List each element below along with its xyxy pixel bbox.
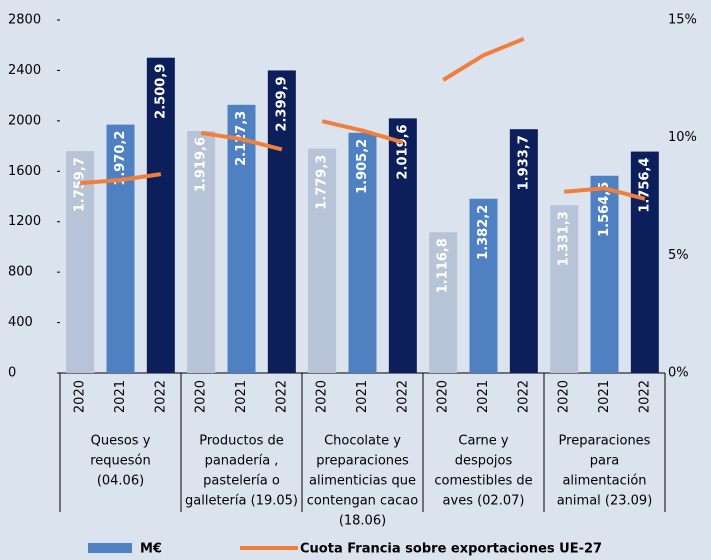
- x-tick-label: 2021: [113, 380, 128, 413]
- share-line: [442, 36, 525, 82]
- category-label: Quesos y: [91, 434, 151, 449]
- x-tick-label: 2020: [315, 380, 330, 413]
- y-tick-label: 1200: [8, 214, 41, 229]
- y-tick-label: 2000: [8, 113, 41, 128]
- share-line: [563, 186, 646, 201]
- data-label: 1.779,3: [315, 155, 330, 210]
- data-label: 2.399,9: [274, 76, 289, 131]
- bar: [106, 124, 135, 373]
- bar: [267, 70, 296, 374]
- x-tick-label: 2020: [557, 380, 572, 413]
- data-label: 1.933,7: [516, 135, 531, 190]
- category-label: requesón: [90, 454, 151, 469]
- bar: [429, 232, 458, 373]
- bar: [348, 132, 377, 373]
- bar: [550, 205, 579, 373]
- x-tick-label: 2021: [355, 380, 370, 413]
- category-label: contengan cacao: [307, 494, 418, 509]
- category-label: panadería ,: [205, 454, 279, 469]
- bar: [308, 148, 337, 373]
- category-label: Preparaciones: [559, 434, 651, 449]
- bar: [146, 57, 175, 373]
- x-tick-label: 2022: [516, 380, 531, 413]
- y-tick-label: 2400: [8, 63, 41, 78]
- x-tick-label: 2021: [476, 380, 491, 413]
- y2-tick-label: 5%: [668, 248, 689, 263]
- share-line: [80, 172, 162, 186]
- y-tick-label: 400: [8, 315, 33, 330]
- bar: [509, 129, 538, 373]
- category-label: galletería (19.05): [185, 494, 298, 509]
- category-label: alimentación: [562, 474, 646, 489]
- x-tick-label: 2022: [637, 380, 652, 413]
- y-tick-label: 2800: [8, 13, 41, 28]
- y-tick-label: 1600: [8, 164, 41, 179]
- category-label: pastelería o: [203, 474, 280, 489]
- data-label: 2.500,9: [153, 64, 168, 119]
- bar: [469, 198, 498, 373]
- x-tick-label: 2022: [153, 380, 168, 413]
- bar: [227, 104, 256, 373]
- legend-label: M€: [140, 542, 162, 557]
- data-label: 1.970,2: [113, 131, 128, 186]
- bar: [630, 151, 659, 373]
- legend-swatch: [88, 543, 132, 553]
- x-tick-label: 2020: [436, 380, 451, 413]
- x-tick-label: 2022: [274, 380, 289, 413]
- x-tick-label: 2020: [194, 380, 209, 413]
- category-label: Carne y: [458, 434, 509, 449]
- bar: [388, 118, 417, 374]
- category-label: aves (02.07): [443, 494, 525, 509]
- bar: [66, 151, 95, 373]
- category-label: animal (23.09): [557, 494, 653, 509]
- category-label: (18.06): [339, 514, 386, 529]
- category-label: preparaciones: [316, 454, 409, 469]
- data-label: 1.331,3: [557, 211, 572, 266]
- y2-tick-label: 15%: [668, 13, 697, 28]
- y-tick-label: 0: [8, 366, 16, 381]
- category-label: para: [590, 454, 620, 469]
- data-label: 1.564,5: [597, 182, 612, 237]
- bar: [187, 130, 216, 373]
- data-label: 1.759,7: [73, 157, 88, 212]
- category-label: alimenticias que: [309, 474, 416, 489]
- bar: [590, 175, 619, 373]
- x-tick-label: 2020: [73, 380, 88, 413]
- legend-label: Cuota Francia sobre exportaciones UE-27: [300, 542, 602, 557]
- data-label: 1.116,8: [436, 238, 451, 293]
- y-tick-label: 800: [8, 265, 33, 280]
- data-label: 1.919,6: [194, 137, 209, 192]
- category-label: Productos de: [199, 434, 283, 449]
- x-tick-label: 2021: [597, 380, 612, 413]
- data-label: 1.382,2: [476, 205, 491, 260]
- x-tick-label: 2022: [395, 380, 410, 413]
- share-line: [200, 130, 283, 152]
- category-label: comestibles de: [434, 474, 532, 489]
- data-label: 1.905,2: [355, 139, 370, 194]
- y2-tick-label: 0%: [668, 366, 689, 381]
- x-tick-label: 2021: [234, 380, 249, 413]
- data-label: 2.019,6: [395, 124, 410, 179]
- category-label: (04.06): [97, 474, 144, 489]
- share-line: [321, 119, 404, 145]
- category-label: despojos: [455, 454, 513, 469]
- category-label: Chocolate y: [324, 434, 401, 449]
- y2-tick-label: 10%: [668, 130, 697, 145]
- data-label: 1.756,4: [637, 158, 652, 213]
